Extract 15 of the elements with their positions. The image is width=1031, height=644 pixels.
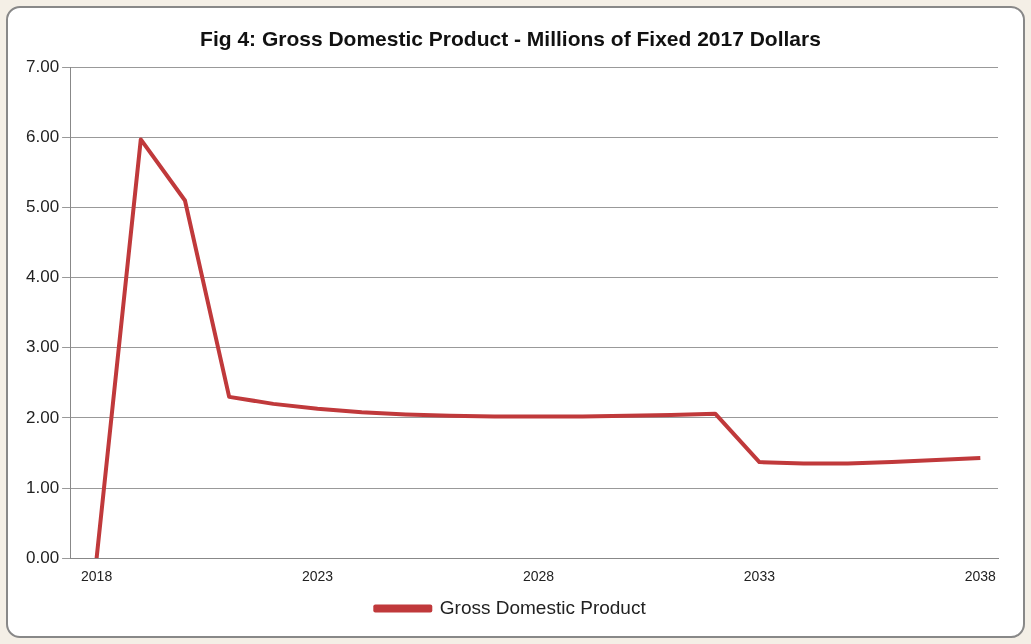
y-tick-label: 4.00 [25,267,60,287]
y-tick-label: 6.00 [25,127,60,147]
legend-label: Gross Domestic Product [439,596,647,618]
x-tick-label: 2023 [301,568,334,585]
y-tick-label: 5.00 [25,197,60,217]
x-tick-label: 2038 [964,568,997,585]
x-tick-label: 2033 [743,568,776,585]
y-tick-label: 1.00 [25,477,60,497]
y-tick-label: 0.00 [25,547,60,567]
x-tick-label: 2018 [81,568,113,585]
y-tick-label: 3.00 [25,337,60,357]
y-tick-label: 2.00 [25,407,60,427]
chart-title: Fig 4: Gross Domestic Product - Millions of Fixed 2017 Dollars [200,27,821,51]
x-tick-label: 2028 [522,568,555,585]
y-tick-label: 7.00 [25,56,60,76]
